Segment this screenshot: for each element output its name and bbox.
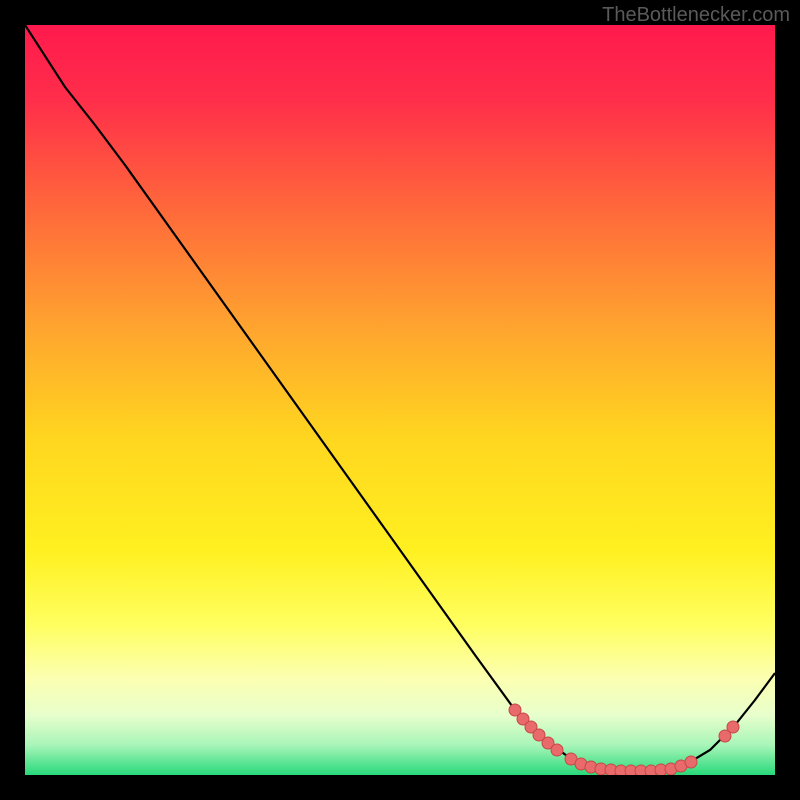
data-dot <box>727 721 739 733</box>
data-dot <box>551 744 563 756</box>
bottleneck-curve <box>25 25 775 771</box>
data-dot <box>685 756 697 768</box>
watermark-text: TheBottlenecker.com <box>602 4 790 27</box>
curve-layer <box>25 25 775 775</box>
data-dots <box>509 704 739 775</box>
plot-area <box>25 25 775 775</box>
